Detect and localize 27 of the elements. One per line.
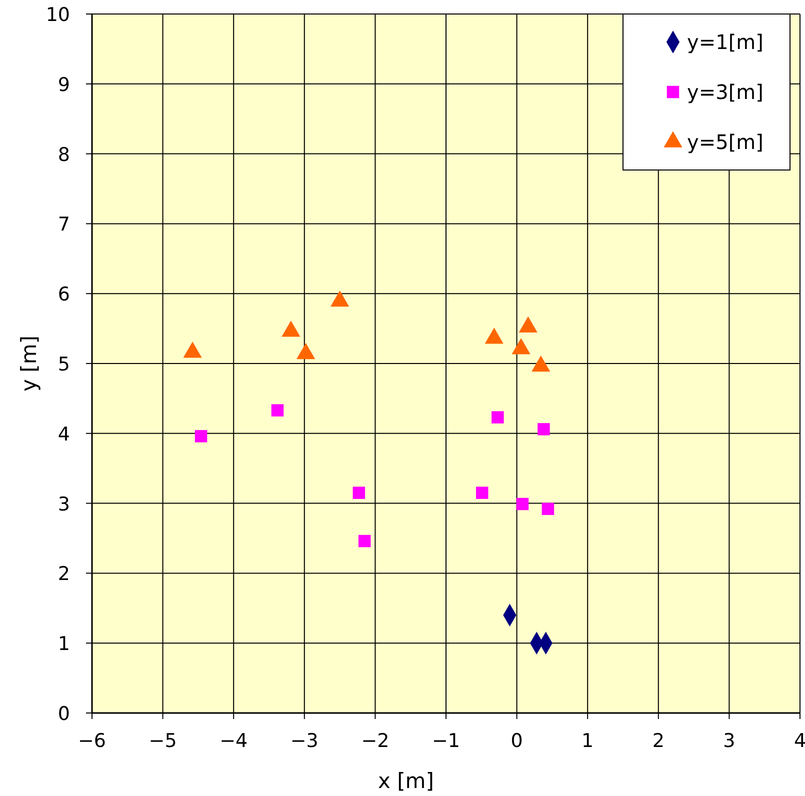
legend-label: y=5[m] <box>687 130 764 154</box>
y-tick-label: 1 <box>58 633 70 656</box>
y-tick-label: 7 <box>58 214 70 236</box>
y-tick-label: 3 <box>58 493 70 516</box>
x-tick-label: −5 <box>148 730 177 752</box>
x-tick-label: 1 <box>582 730 594 752</box>
legend-label: y=3[m] <box>687 80 764 104</box>
x-axis-title: x [m] <box>378 769 434 793</box>
y-tick-label: 0 <box>58 703 70 725</box>
y-tick-label: 6 <box>58 284 70 306</box>
x-tick-label: −3 <box>290 730 318 752</box>
x-tick-label: 4 <box>794 730 805 752</box>
x-tick-label: −1 <box>432 730 460 752</box>
y-tick-label: 9 <box>58 74 70 96</box>
y-tick-label: 10 <box>46 4 70 26</box>
y-axis-title: y [m] <box>17 336 41 392</box>
y-tick-label: 8 <box>58 144 70 166</box>
y-tick-label: 5 <box>58 354 70 376</box>
y-tick-label: 4 <box>58 423 70 446</box>
x-tick-label: 0 <box>510 730 523 752</box>
x-tick-label: −6 <box>78 730 106 752</box>
x-tick-label: −4 <box>220 730 248 752</box>
legend-label: y=1[m] <box>687 30 764 54</box>
x-tick-label: 2 <box>652 730 664 752</box>
x-tick-label: 3 <box>723 730 736 752</box>
y-tick-label: 2 <box>58 563 70 586</box>
x-tick-label: −2 <box>361 730 390 752</box>
